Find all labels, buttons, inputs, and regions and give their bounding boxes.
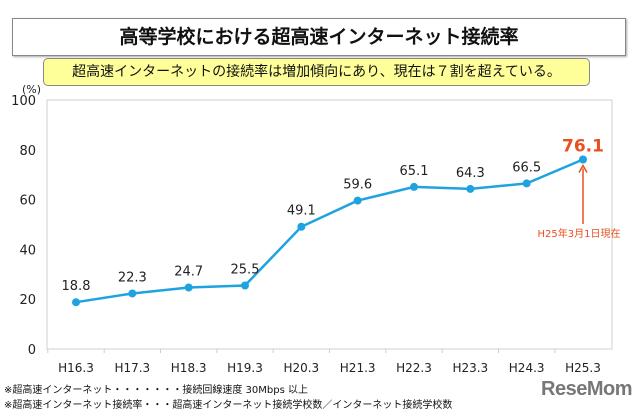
data-label: 24.7 — [174, 264, 203, 279]
y-tick-label: 60 — [19, 194, 36, 209]
data-point — [410, 182, 418, 191]
arrow-head-icon — [578, 163, 588, 173]
x-tick-label: H22.3 — [396, 361, 432, 375]
annotation-text: H25年3月1日現在 — [538, 227, 621, 240]
y-axis-label: (%) — [22, 83, 41, 96]
data-point — [72, 298, 80, 307]
data-point — [353, 196, 362, 205]
data-label: 65.1 — [400, 164, 429, 179]
resemom-logo: ReseMom — [541, 378, 632, 400]
data-point — [241, 281, 249, 290]
x-tick-label: H24.3 — [509, 361, 545, 375]
y-tick-label: 20 — [19, 293, 36, 308]
chart-title: 高等学校における超高速インターネット接続率 — [12, 18, 626, 56]
data-point — [579, 155, 587, 164]
subtitle-callout: 超高速インターネットの接続率は増加傾向にあり、現在は７割を超えている。 — [43, 58, 590, 86]
data-point — [128, 289, 137, 298]
x-tick-label: H21.3 — [340, 361, 376, 375]
plot-area — [46, 99, 613, 350]
data-point — [522, 179, 531, 188]
series-line — [75, 158, 584, 304]
data-label: 25.5 — [231, 263, 260, 278]
y-tick-label: 100 — [11, 94, 36, 109]
data-label: 22.3 — [118, 270, 147, 285]
x-tick-label: H19.3 — [227, 361, 263, 375]
data-point — [466, 184, 475, 193]
x-tick-label: H25.3 — [565, 361, 601, 375]
x-tick-label: H23.3 — [452, 361, 488, 375]
y-tick-label: 0 — [28, 343, 36, 358]
data-label: 59.6 — [343, 178, 372, 193]
footnote-2: ※超高速インターネット接続率・・・超高速インターネット接続学校数／インターネット… — [4, 400, 453, 411]
y-tick-label: 40 — [19, 243, 36, 258]
data-point — [184, 283, 193, 292]
x-tick-label: H16.3 — [58, 361, 94, 375]
data-label: 18.8 — [62, 279, 91, 294]
x-tick-label: H20.3 — [283, 361, 319, 375]
x-tick-label: H17.3 — [114, 361, 150, 375]
data-point — [297, 222, 306, 231]
data-label: 76.1 — [562, 137, 604, 157]
data-label: 64.3 — [456, 166, 485, 181]
data-label: 49.1 — [287, 204, 316, 219]
x-tick-label: H18.3 — [171, 361, 207, 375]
footnote-1: ※超高速インターネット・・・・・・・接続回線速度 30Mbps 以上 — [4, 385, 308, 396]
y-tick-label: 80 — [19, 144, 36, 159]
data-label: 66.5 — [512, 160, 541, 175]
